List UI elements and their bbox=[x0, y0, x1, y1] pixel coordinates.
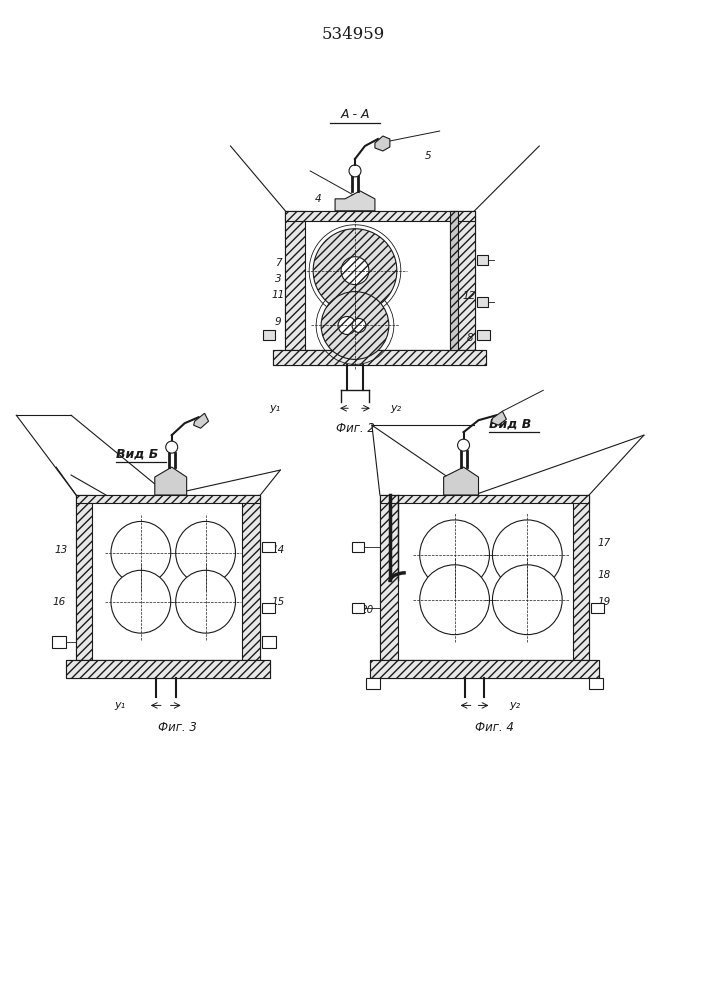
Bar bbox=[285, 211, 305, 350]
Text: 20: 20 bbox=[361, 605, 375, 615]
Bar bbox=[366, 678, 380, 689]
Ellipse shape bbox=[176, 521, 235, 584]
Text: у₁: у₁ bbox=[115, 700, 126, 710]
Text: 4: 4 bbox=[315, 194, 322, 204]
Text: 17: 17 bbox=[597, 538, 611, 548]
Text: Фиг. 2: Фиг. 2 bbox=[336, 422, 375, 435]
Text: у₂: у₂ bbox=[390, 403, 401, 413]
Ellipse shape bbox=[111, 570, 170, 633]
Bar bbox=[380, 495, 589, 503]
Text: 3: 3 bbox=[275, 274, 281, 284]
Bar bbox=[52, 636, 66, 648]
Bar bbox=[76, 495, 260, 503]
Text: 16: 16 bbox=[52, 597, 66, 607]
Bar bbox=[380, 495, 589, 660]
Ellipse shape bbox=[420, 520, 489, 590]
Bar bbox=[450, 211, 474, 350]
Text: 14: 14 bbox=[271, 545, 285, 555]
Bar bbox=[262, 636, 276, 648]
Bar bbox=[66, 660, 270, 678]
Polygon shape bbox=[375, 136, 390, 151]
Text: 5: 5 bbox=[424, 151, 431, 161]
Circle shape bbox=[321, 292, 389, 359]
Bar bbox=[243, 495, 260, 660]
Bar bbox=[274, 350, 486, 365]
Polygon shape bbox=[194, 413, 209, 428]
Bar bbox=[370, 660, 599, 678]
Ellipse shape bbox=[493, 520, 562, 590]
Bar bbox=[262, 603, 275, 613]
Text: 9: 9 bbox=[275, 317, 281, 327]
Bar bbox=[477, 255, 489, 265]
Bar bbox=[66, 660, 270, 678]
Text: 534959: 534959 bbox=[322, 26, 385, 43]
Bar bbox=[352, 603, 364, 613]
Bar bbox=[285, 211, 474, 350]
Bar bbox=[76, 495, 92, 660]
Text: Вид Б: Вид Б bbox=[116, 447, 158, 460]
Ellipse shape bbox=[111, 521, 170, 584]
Polygon shape bbox=[444, 467, 479, 495]
Text: 8: 8 bbox=[466, 333, 473, 343]
Text: 12: 12 bbox=[463, 291, 477, 301]
Circle shape bbox=[341, 257, 369, 285]
Circle shape bbox=[457, 439, 469, 451]
Polygon shape bbox=[155, 467, 187, 495]
Bar bbox=[589, 678, 603, 689]
Text: 13: 13 bbox=[54, 545, 68, 555]
Text: А - А: А - А bbox=[340, 108, 370, 121]
Circle shape bbox=[338, 317, 356, 334]
Bar bbox=[285, 211, 474, 221]
Text: у₂: у₂ bbox=[509, 700, 520, 710]
Bar bbox=[573, 495, 589, 660]
Polygon shape bbox=[491, 411, 506, 425]
Bar bbox=[370, 660, 599, 678]
Polygon shape bbox=[335, 191, 375, 211]
Bar bbox=[450, 211, 457, 350]
Text: 15: 15 bbox=[271, 597, 285, 607]
Bar bbox=[380, 495, 398, 660]
Text: у₁: у₁ bbox=[269, 403, 280, 413]
Bar bbox=[591, 603, 604, 613]
Bar bbox=[352, 542, 364, 552]
Bar bbox=[477, 297, 489, 307]
Ellipse shape bbox=[420, 565, 489, 635]
Bar bbox=[477, 330, 491, 340]
Text: 7: 7 bbox=[275, 258, 281, 268]
Text: 18: 18 bbox=[597, 570, 611, 580]
Text: Вид В: Вид В bbox=[489, 417, 532, 430]
Bar bbox=[274, 350, 486, 365]
Circle shape bbox=[313, 229, 397, 313]
Circle shape bbox=[352, 319, 366, 332]
Bar bbox=[262, 542, 275, 552]
Ellipse shape bbox=[176, 570, 235, 633]
Circle shape bbox=[349, 165, 361, 177]
Ellipse shape bbox=[493, 565, 562, 635]
Text: Фиг. 4: Фиг. 4 bbox=[475, 721, 514, 734]
Text: Фиг. 3: Фиг. 3 bbox=[158, 721, 197, 734]
Bar bbox=[76, 495, 260, 660]
Text: 19: 19 bbox=[597, 597, 611, 607]
Circle shape bbox=[165, 441, 177, 453]
Text: 11: 11 bbox=[271, 290, 285, 300]
Bar bbox=[263, 330, 275, 340]
